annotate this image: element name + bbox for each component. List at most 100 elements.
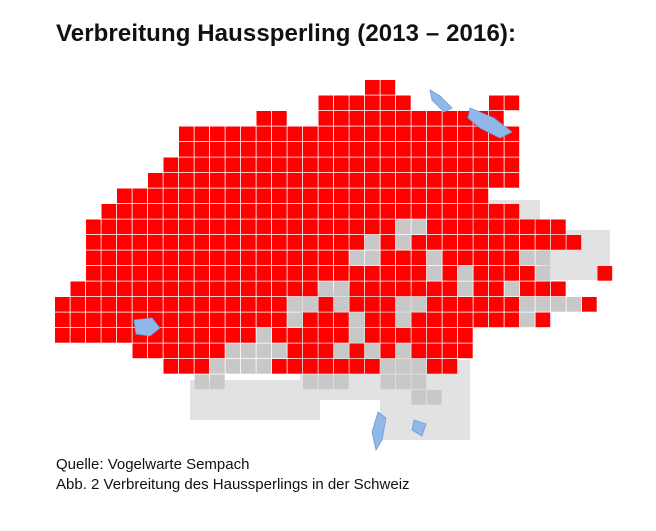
grid-cell-unoccupied	[194, 374, 210, 390]
grid-cell-occupied	[442, 266, 458, 281]
grid-cell-occupied	[318, 250, 334, 266]
grid-cell-occupied	[365, 219, 380, 235]
grid-cell-occupied	[349, 142, 365, 157]
grid-cell-unoccupied	[287, 312, 303, 328]
grid-cell-occupied	[334, 219, 349, 235]
grid-cell-occupied	[349, 126, 365, 142]
grid-cell-occupied	[163, 235, 179, 250]
grid-cell-occupied	[163, 297, 179, 312]
grid-cell-occupied	[272, 173, 287, 188]
grid-cell-occupied	[225, 297, 241, 312]
grid-cell-occupied	[427, 297, 442, 312]
grid-cell-unoccupied	[411, 390, 427, 405]
grid-cell-occupied	[210, 204, 225, 219]
grid-cell-occupied	[272, 312, 287, 328]
grid-cell-occupied	[179, 312, 194, 328]
grid-cell-unoccupied	[256, 343, 272, 359]
grid-cell-occupied	[101, 250, 117, 266]
grid-cell-occupied	[210, 328, 225, 343]
grid-cell-occupied	[380, 95, 396, 111]
grid-cell-occupied	[272, 266, 287, 281]
grid-cell-occupied	[427, 173, 442, 188]
grid-cell-occupied	[148, 250, 163, 266]
grid-cell-occupied	[194, 343, 210, 359]
grid-cell-occupied	[148, 188, 163, 204]
grid-cell-occupied	[504, 157, 520, 173]
grid-cell-occupied	[272, 281, 287, 297]
grid-cell-unoccupied	[380, 374, 396, 390]
grid-cell-occupied	[70, 312, 86, 328]
grid-cell-occupied	[101, 281, 117, 297]
grid-cell-unoccupied	[349, 250, 365, 266]
grid-cell-occupied	[458, 328, 473, 343]
grid-cell-unoccupied	[396, 359, 411, 374]
grid-cell-unoccupied	[318, 374, 334, 390]
grid-cell-occupied	[458, 297, 473, 312]
grid-cell-occupied	[179, 281, 194, 297]
grid-cell-occupied	[458, 188, 473, 204]
grid-cell-occupied	[132, 297, 148, 312]
grid-cell-occupied	[365, 281, 380, 297]
grid-cell-occupied	[163, 173, 179, 188]
grid-cell-occupied	[241, 328, 256, 343]
grid-cell-occupied	[101, 312, 117, 328]
grid-cell-unoccupied	[334, 281, 349, 297]
grid-cell-occupied	[489, 297, 504, 312]
grid-cell-occupied	[241, 235, 256, 250]
grid-cell-occupied	[427, 235, 442, 250]
grid-cell-occupied	[411, 157, 427, 173]
grid-cell-occupied	[303, 312, 318, 328]
grid-cell-occupied	[256, 204, 272, 219]
grid-cell-occupied	[442, 343, 458, 359]
grid-cell-occupied	[179, 250, 194, 266]
grid-cell-occupied	[458, 312, 473, 328]
grid-cell-occupied	[194, 204, 210, 219]
grid-cell-occupied	[117, 204, 132, 219]
grid-cell-occupied	[597, 266, 613, 281]
grid-cell-occupied	[396, 266, 411, 281]
grid-cell-unoccupied	[396, 374, 411, 390]
grid-cell-occupied	[411, 126, 427, 142]
grid-cell-occupied	[349, 219, 365, 235]
distribution-grid	[55, 80, 613, 405]
grid-cell-unoccupied	[504, 281, 520, 297]
grid-cell-occupied	[163, 359, 179, 374]
grid-cell-occupied	[117, 328, 132, 343]
grid-cell-occupied	[194, 266, 210, 281]
grid-cell-occupied	[55, 312, 70, 328]
grid-cell-occupied	[489, 312, 504, 328]
grid-cell-unoccupied	[520, 250, 535, 266]
grid-cell-occupied	[132, 219, 148, 235]
grid-cell-occupied	[287, 219, 303, 235]
grid-cell-occupied	[318, 126, 334, 142]
lake-geneva	[133, 317, 161, 337]
grid-cell-occupied	[210, 173, 225, 188]
grid-cell-occupied	[334, 188, 349, 204]
grid-cell-occupied	[101, 266, 117, 281]
grid-cell-occupied	[380, 266, 396, 281]
grid-cell-occupied	[86, 266, 101, 281]
grid-cell-occupied	[117, 266, 132, 281]
grid-cell-occupied	[179, 359, 194, 374]
grid-cell-occupied	[241, 297, 256, 312]
grid-cell-occupied	[427, 126, 442, 142]
grid-cell-occupied	[349, 266, 365, 281]
grid-cell-unoccupied	[334, 297, 349, 312]
grid-cell-occupied	[303, 142, 318, 157]
grid-cell-occupied	[225, 312, 241, 328]
grid-cell-occupied	[303, 204, 318, 219]
grid-cell-unoccupied	[334, 374, 349, 390]
grid-cell-occupied	[318, 111, 334, 126]
grid-cell-occupied	[225, 266, 241, 281]
grid-cell-occupied	[210, 219, 225, 235]
grid-cell-occupied	[365, 173, 380, 188]
grid-cell-occupied	[179, 343, 194, 359]
grid-cell-occupied	[442, 359, 458, 374]
grid-cell-occupied	[411, 312, 427, 328]
grid-cell-unoccupied	[365, 250, 380, 266]
grid-cell-occupied	[396, 157, 411, 173]
grid-cell-occupied	[318, 266, 334, 281]
grid-cell-occupied	[380, 281, 396, 297]
grid-cell-occupied	[256, 142, 272, 157]
grid-cell-unoccupied	[396, 312, 411, 328]
